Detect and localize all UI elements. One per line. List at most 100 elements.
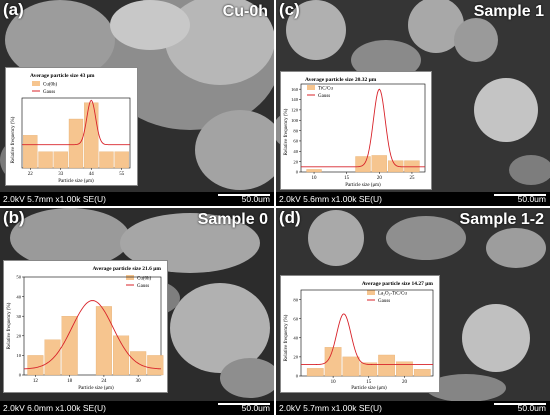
- histogram-bar: [371, 155, 387, 173]
- histogram-bar: [27, 355, 44, 376]
- scale-label: 50.0um: [517, 403, 546, 413]
- legend-label-line: Gauss: [137, 284, 149, 289]
- histogram-bar: [324, 347, 342, 377]
- plot-area: 12 18 24 30 0 10 20 30 40 50: [16, 275, 164, 384]
- inset-title: Average particle size 21.6 μm: [92, 266, 161, 272]
- panel-title: Sample 0: [197, 211, 268, 228]
- panel-d: (d) Sample 1-2 Average particle size 14.…: [276, 208, 550, 415]
- y-tick-label: 40: [293, 335, 298, 340]
- panel-b: (b) Sample 0 Average particle size 21.6 …: [0, 208, 274, 415]
- panel-title: Cu-0h: [222, 3, 268, 20]
- y-tick-label: 0: [296, 374, 299, 379]
- microscope-params: 2.0kV 5.7mm x1.00k SE(U): [3, 194, 106, 204]
- gauss-fit-curve: [22, 99, 130, 146]
- y-tick-label: 160: [291, 87, 299, 92]
- x-tick-label: 10: [312, 176, 318, 181]
- x-tick-label: 20: [402, 380, 408, 385]
- panel-title: Sample 1-2: [459, 211, 544, 228]
- histogram-bar: [95, 306, 112, 376]
- histogram-bar: [355, 156, 371, 173]
- gauss-fit-curve: [301, 313, 433, 365]
- y-tick-label: 40: [293, 149, 298, 154]
- x-tick-label: 44: [89, 172, 95, 177]
- histogram-inset-c: Average particle size 20.32 μm TiC/Cu Ga…: [280, 71, 432, 190]
- panel-letter: (b): [3, 208, 25, 227]
- histogram-bar: [114, 151, 129, 169]
- microscope-info-bar: 2.0kV 5.7mm x1.00k SE(U) 50.0um: [276, 401, 550, 415]
- x-tick-label: 22: [28, 172, 34, 177]
- histogram-bar: [342, 356, 360, 377]
- x-tick-label: 10: [331, 380, 337, 385]
- y-tick-label: 20: [16, 334, 21, 339]
- microscope-info-bar: 2.0kV 6.0mm x1.00k SE(U) 50.0um: [0, 401, 274, 415]
- y-tick-label: 10: [16, 353, 21, 358]
- panel-letter: (a): [3, 0, 24, 19]
- histogram-bar: [38, 151, 53, 169]
- panel-letter: (d): [279, 208, 301, 227]
- y-tick-label: 40: [16, 294, 21, 299]
- legend-swatch-bar: [126, 275, 134, 280]
- x-tick-label: 15: [344, 176, 350, 181]
- histogram-bar: [306, 169, 322, 173]
- y-tick-label: 60: [293, 139, 298, 144]
- legend-label-line: Gauss: [318, 94, 330, 99]
- histogram-bar: [387, 160, 404, 173]
- x-axis-label: Particle size (μm): [345, 183, 381, 188]
- legend-label-line: Gauss: [43, 90, 55, 95]
- x-axis-label: Particle size (μm): [58, 179, 94, 184]
- y-tick-label: 80: [293, 128, 298, 133]
- x-axis-label: Particle size (μm): [78, 386, 114, 391]
- y-tick-label: 60: [293, 316, 298, 321]
- panel-a: (a) Cu-0h Average particle size 43 μm Cu…: [0, 0, 274, 206]
- y-axis-label: Relative frequency (%): [11, 116, 16, 163]
- histogram-bar: [23, 135, 38, 169]
- panel-letter: (c): [279, 0, 300, 19]
- legend-label-bar: Cu(0h): [43, 83, 58, 88]
- histogram-bar: [53, 151, 68, 169]
- x-tick-label: 33: [58, 172, 64, 177]
- gauss-fit-curve: [301, 88, 425, 168]
- legend-label-line: Gauss: [378, 299, 390, 304]
- x-tick-label: 24: [101, 379, 107, 384]
- histogram-inset-a: Average particle size 43 μm Cu(0h) Gauss…: [5, 67, 138, 186]
- histogram-bar: [404, 160, 420, 173]
- scale-bar: [218, 403, 270, 405]
- scale-label: 50.0um: [241, 194, 270, 204]
- microscope-info-bar: 2.0kV 5.6mm x1.00k SE(U) 50.0um: [276, 192, 550, 206]
- histogram-inset-b: Average particle size 21.6 μm Cu(6h) Gau…: [3, 260, 168, 393]
- x-tick-label: 18: [67, 379, 73, 384]
- legend-swatch-bar: [307, 85, 315, 90]
- scale-bar: [218, 194, 270, 196]
- scale-label: 50.0um: [241, 403, 270, 413]
- y-tick-label: 80: [293, 297, 298, 302]
- legend-label-bar: Cu(6h): [137, 277, 152, 282]
- histogram-bar: [396, 361, 413, 377]
- histogram-inset-d: Average particle size 14.27 μm La₂O₃-TiC…: [280, 275, 440, 393]
- x-axis-label: Particle size (μm): [351, 386, 387, 391]
- gauss-fit-curve: [23, 300, 162, 370]
- histogram-bar: [113, 335, 130, 376]
- panel-c: (c) Sample 1 Average particle size 20.32…: [276, 0, 550, 206]
- microscope-params: 2.0kV 6.0mm x1.00k SE(U): [3, 403, 106, 413]
- scale-bar: [494, 403, 546, 405]
- inset-title: Average particle size 43 μm: [30, 73, 95, 79]
- y-tick-label: 100: [291, 118, 299, 123]
- y-tick-label: 20: [293, 355, 298, 360]
- histogram-bar: [61, 316, 78, 376]
- inset-title: Average particle size 14.27 μm: [362, 281, 434, 287]
- plot-area: 22 33 44 55: [21, 97, 131, 177]
- plot-area: 10 15 20 0 20 40 60 80: [293, 289, 434, 385]
- histogram-bar: [413, 369, 431, 377]
- legend-swatch-bar: [32, 81, 40, 86]
- y-tick-label: 140: [291, 97, 299, 102]
- y-tick-label: 0: [296, 170, 299, 175]
- scale-bar: [494, 194, 546, 196]
- y-axis-label: Relative frequency (%): [284, 314, 289, 361]
- plot-area: 10 15 20 25 0 20 40 60 80 100 120 140 160: [291, 83, 426, 181]
- histogram-bar: [44, 339, 61, 376]
- legend-label-bar: TiC/Cu: [318, 87, 333, 92]
- plot-frame: [23, 276, 162, 376]
- y-axis-label: Relative frequency (%): [7, 302, 12, 349]
- x-tick-label: 25: [409, 176, 415, 181]
- y-tick-label: 30: [16, 314, 21, 319]
